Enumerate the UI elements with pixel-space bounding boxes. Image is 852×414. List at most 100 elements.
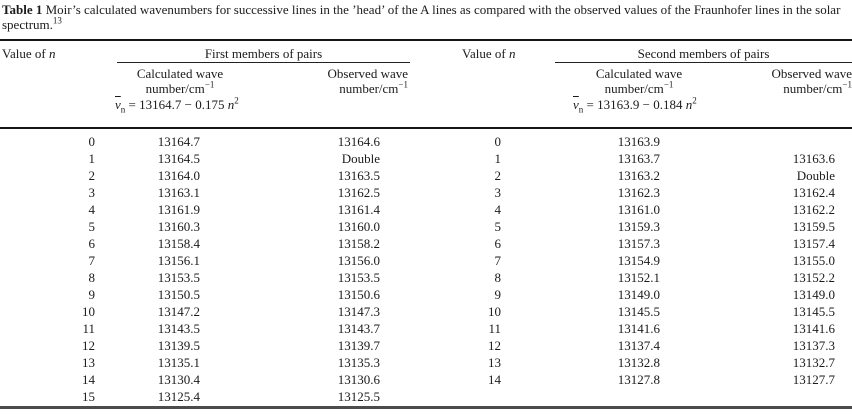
n-value-cell: 2 [494, 168, 502, 183]
left-formula-expression: = 13164.7 − 0.175 [125, 97, 228, 112]
calculated-value-cell: 13154.9 [617, 253, 660, 268]
table-row: 5 13160.3 13160.0 [0, 218, 381, 235]
n-value-cell: 13 [82, 355, 95, 370]
n-value-cell: 9 [494, 287, 502, 302]
calculated-value-cell: 13158.4 [157, 236, 200, 251]
observed-value-cell: 13130.6 [337, 372, 380, 387]
calculated-value-cell: 13150.5 [157, 287, 200, 302]
n-value-cell: 8 [88, 270, 96, 285]
n-value-cell: 5 [88, 219, 96, 234]
calculated-value-cell: 13164.0 [157, 168, 200, 183]
calculated-value-cell: 13130.4 [157, 372, 200, 387]
left-observed-header-line1: Observed wave [327, 66, 409, 81]
right-observed-header: Observed wave number/cm−1 [702, 66, 852, 96]
table-row: 1 13163.7 13163.6 [430, 150, 836, 167]
n-value-cell: 6 [494, 236, 502, 251]
table-row: 4 13161.9 13161.4 [0, 201, 381, 218]
left-calculated-header-sup: −1 [204, 79, 215, 90]
observed-value-cell: 13152.2 [792, 270, 835, 285]
calculated-value-cell: 13164.5 [157, 151, 200, 166]
calculated-value-cell: 13163.2 [617, 168, 660, 183]
left-formula-variable: n [227, 97, 235, 112]
table-caption: Table 1 Moir’s calculated wavenumbers fo… [2, 2, 850, 32]
n-value-cell: 0 [88, 134, 96, 149]
calculated-value-cell: 13163.7 [617, 151, 660, 166]
n-value-cell: 11 [488, 321, 501, 336]
n-value-cell: 8 [494, 270, 502, 285]
n-value-cell: 0 [494, 134, 502, 149]
observed-value-cell: 13163.6 [792, 151, 835, 166]
observed-value-cell: 13156.0 [337, 253, 380, 268]
n-value-cell: 3 [494, 185, 502, 200]
right-formula-exponent: 2 [692, 95, 697, 106]
right-observed-header-line2: number/cm [783, 81, 843, 96]
observed-value-cell: 13143.7 [337, 321, 380, 336]
calculated-value-cell: 13160.3 [157, 219, 200, 234]
table-row: 3 13162.3 13162.4 [430, 184, 836, 201]
left-observed-header: Observed wave number/cm−1 [258, 66, 409, 96]
left-value-of-n-prefix: Value of [2, 46, 49, 61]
observed-value-cell: 13163.5 [337, 168, 380, 183]
nu-bar-symbol: ν [573, 97, 579, 112]
left-calculated-header-line2: number/cm [145, 81, 205, 96]
calculated-value-cell: 13137.4 [617, 338, 660, 353]
bottom-rule [0, 406, 852, 409]
calculated-value-cell: 13152.1 [617, 270, 660, 285]
observed-value-cell [660, 133, 835, 150]
table-row: 11 13143.5 13143.7 [0, 320, 380, 337]
observed-value-cell: 13141.6 [792, 321, 835, 336]
table-row: 11 13141.6 13141.6 [430, 320, 835, 337]
observed-value-cell: 13150.6 [337, 287, 380, 302]
observed-value-cell: 13145.5 [792, 304, 835, 319]
right-formula-expression: = 13163.9 − 0.184 [583, 97, 686, 112]
observed-value-cell: 13147.3 [337, 304, 380, 319]
top-rule [0, 39, 852, 41]
right-formula-subscript: n [578, 104, 584, 115]
observed-value-cell: 13164.6 [337, 134, 380, 149]
left-calculated-header-line1: Calculated wave [136, 66, 224, 81]
table-row: 7 13154.9 13155.0 [430, 252, 836, 269]
table-row: 14 13127.8 13127.7 [430, 371, 835, 388]
observed-value-cell: 13132.7 [792, 355, 835, 370]
table-row: 13 13135.1 13135.3 [0, 354, 380, 371]
observed-value-cell: 13158.2 [337, 236, 380, 251]
observed-value-cell: 13159.5 [792, 219, 835, 234]
right-observed-header-line1: Observed wave [771, 66, 852, 81]
observed-value-cell: 13162.2 [792, 202, 835, 217]
calculated-value-cell: 13145.5 [617, 304, 660, 319]
right-calculated-header-line1: Calculated wave [595, 66, 683, 81]
observed-value-cell: 13153.5 [337, 270, 380, 285]
right-group-rule [555, 62, 852, 63]
table-row: 9 13149.0 13149.0 [430, 286, 836, 303]
observed-value-cell: 13160.0 [337, 219, 380, 234]
table-caption-label: Table 1 [2, 2, 43, 17]
table-caption-reference: 13 [52, 15, 62, 26]
calculated-value-cell: 13125.4 [157, 389, 200, 404]
header-body-rule [0, 127, 852, 129]
calculated-value-cell: 13161.9 [157, 202, 200, 217]
table-row: 13 13132.8 13132.7 [430, 354, 835, 371]
n-value-cell: 5 [494, 219, 502, 234]
observed-value-cell: 13161.4 [337, 202, 380, 217]
observed-value-cell: 13155.0 [792, 253, 835, 268]
calculated-value-cell: 13161.0 [617, 202, 660, 217]
observed-value-cell: 13125.5 [337, 389, 380, 404]
right-calculated-header-line2: number/cm [604, 81, 664, 96]
calculated-value-cell: 13157.3 [617, 236, 660, 251]
right-calculated-header: Calculated wave number/cm−1 [564, 66, 714, 96]
n-value-cell: 12 [488, 338, 501, 353]
table-row: 7 13156.1 13156.0 [0, 252, 381, 269]
n-value-cell: 13 [488, 355, 501, 370]
right-group-title: Second members of pairs [637, 46, 770, 61]
left-formula: νn = 13164.7 − 0.175 n2 [115, 96, 239, 114]
calculated-value-cell: 13147.2 [157, 304, 200, 319]
n-value-cell: 2 [88, 168, 96, 183]
table-row: 9 13150.5 13150.6 [0, 286, 381, 303]
calculated-value-cell: 13153.5 [157, 270, 200, 285]
n-value-cell: 1 [88, 151, 96, 166]
table-row: 5 13159.3 13159.5 [430, 218, 836, 235]
table-row: 2 13163.2 Double [430, 167, 836, 184]
nu-bar-symbol: ν [115, 97, 121, 112]
table-row: 1 13164.5 Double [0, 150, 381, 167]
left-value-of-n-var: n [48, 46, 56, 61]
